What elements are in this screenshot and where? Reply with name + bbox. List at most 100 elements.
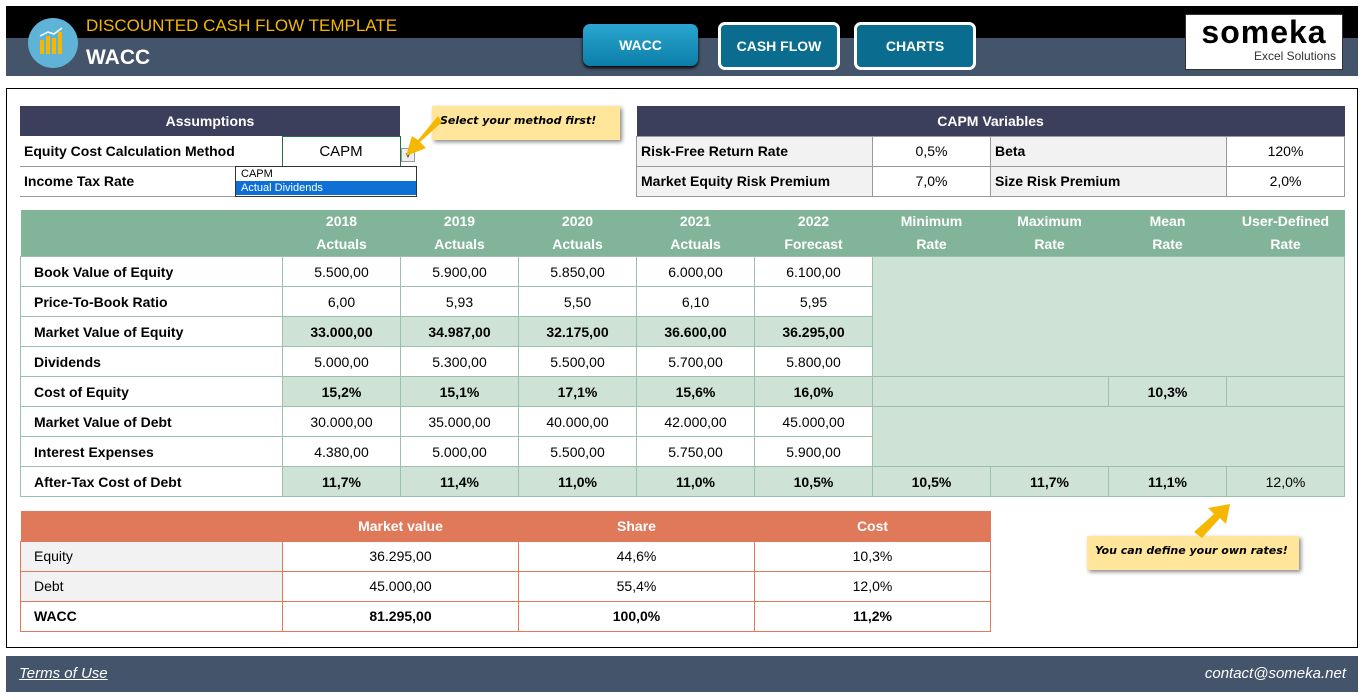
brand-name: someka xyxy=(1201,14,1327,50)
method-dropdown-list: CAPM Actual Dividends xyxy=(235,166,417,197)
contact-email[interactable]: contact@someka.net xyxy=(1204,665,1346,682)
value-cell[interactable]: 11,0% xyxy=(636,466,755,497)
wacc-row-label: WACC xyxy=(20,600,283,632)
value-cell[interactable]: 35.000,00 xyxy=(400,406,519,437)
value-cell[interactable]: 5.800,00 xyxy=(754,346,873,377)
assumptions-title: Assumptions xyxy=(20,106,400,136)
value-cell[interactable]: 5.700,00 xyxy=(636,346,755,377)
nav-wacc-button[interactable]: WACC xyxy=(583,24,698,66)
value-cell[interactable]: 17,1% xyxy=(518,376,637,407)
value-cell[interactable]: 6.100,00 xyxy=(754,256,873,287)
user-rate-input[interactable] xyxy=(1226,376,1345,407)
value-cell[interactable]: 6,10 xyxy=(636,286,755,317)
value-cell[interactable]: 5.850,00 xyxy=(518,256,637,287)
wacc-row: Debt 45.000,00 55,4% 12,0% xyxy=(20,570,991,602)
table-row: Market Value of Debt 30.000,00 35.000,00 40… xyxy=(20,406,1345,467)
value-cell[interactable]: 34.987,00 xyxy=(400,316,519,347)
value-cell[interactable]: 5,95 xyxy=(754,286,873,317)
row-label: After-Tax Cost of Debt xyxy=(20,466,283,497)
dropdown-option-actual-dividends[interactable]: Actual Dividends xyxy=(236,181,416,195)
column-header-line1: 2020 xyxy=(561,213,594,229)
value-cell[interactable]: 6,00 xyxy=(282,286,401,317)
value-cell[interactable]: 40.000,00 xyxy=(518,406,637,437)
wacc-value-cell: 55,4% xyxy=(518,570,755,602)
note-arrow-icon xyxy=(406,116,442,156)
column-header: 2019 Actuals xyxy=(400,210,519,257)
nav-cash-flow-button[interactable]: CASH FLOW xyxy=(718,22,840,70)
column-header-line1: Mean xyxy=(1149,213,1186,229)
corner-header xyxy=(20,210,283,257)
capm-table: CAPM Variables Risk-Free Return Rate 0,5%… xyxy=(636,106,1346,197)
value-cell[interactable]: 30.000,00 xyxy=(282,406,401,437)
table-row: Market Value of Equity 33.000,00 34.987,00… xyxy=(20,316,1345,347)
value-cell[interactable]: 11,0% xyxy=(518,466,637,497)
value-cell[interactable]: 5.900,00 xyxy=(400,256,519,287)
row-label: Market Value of Equity xyxy=(20,316,283,347)
note-arrow-icon xyxy=(1194,504,1230,538)
terms-of-use-link[interactable]: Terms of Use xyxy=(19,665,108,682)
value-cell[interactable]: 5.900,00 xyxy=(754,436,873,467)
wacc-value-cell: 10,3% xyxy=(754,540,991,572)
value-cell[interactable]: 5.000,00 xyxy=(400,436,519,467)
column-header-line2: Rate xyxy=(916,236,947,252)
value-cell[interactable]: 10,5% xyxy=(754,466,873,497)
nav-charts-button[interactable]: CHARTS xyxy=(854,22,976,70)
mean-rate-cell: 11,1% xyxy=(1108,466,1227,497)
column-header-line2: Rate xyxy=(1152,236,1183,252)
wacc-value-cell: 100,0% xyxy=(518,600,755,632)
value-cell[interactable]: 15,1% xyxy=(400,376,519,407)
column-header-line2: Actuals xyxy=(670,236,721,252)
value-cell[interactable]: 5.500,00 xyxy=(282,256,401,287)
value-cell[interactable]: 5,50 xyxy=(518,286,637,317)
row-label: Book Value of Equity xyxy=(20,256,283,287)
value-cell[interactable]: 45.000,00 xyxy=(754,406,873,437)
value-cell[interactable]: 5,93 xyxy=(400,286,519,317)
column-header-line1: Maximum xyxy=(1017,213,1082,229)
value-cell[interactable]: 15,6% xyxy=(636,376,755,407)
value-cell[interactable]: 5.500,00 xyxy=(518,346,637,377)
value-cell[interactable]: 33.000,00 xyxy=(282,316,401,347)
size-premium-value[interactable]: 2,0% xyxy=(1225,165,1346,197)
column-header-line2: Actuals xyxy=(316,236,367,252)
wacc-row-label: Equity xyxy=(20,540,283,572)
market-premium-value[interactable]: 7,0% xyxy=(872,165,991,197)
value-cell[interactable]: 11,4% xyxy=(400,466,519,497)
value-cell[interactable]: 6.000,00 xyxy=(636,256,755,287)
user-rate-input[interactable]: 12,0% xyxy=(1226,466,1345,497)
wacc-value-cell: 11,2% xyxy=(754,600,991,632)
table-row: Cost of Equity 15,2% 15,1% 17,1% 15,6% 16,0% 1… xyxy=(20,376,1345,407)
wacc-value-cell: 81.295,00 xyxy=(282,600,519,632)
value-cell[interactable]: 32.175,00 xyxy=(518,316,637,347)
value-cell[interactable]: 36.600,00 xyxy=(636,316,755,347)
value-cell[interactable]: 5.300,00 xyxy=(400,346,519,377)
value-cell[interactable]: 15,2% xyxy=(282,376,401,407)
column-header: 2021 Actuals xyxy=(636,210,755,257)
wacc-row: WACC 81.295,00 100,0% 11,2% xyxy=(20,600,991,632)
value-cell[interactable]: 16,0% xyxy=(754,376,873,407)
max-rate-cell: 11,7% xyxy=(990,466,1109,497)
someka-logo[interactable]: someka Excel Solutions xyxy=(1185,14,1343,70)
mean-rate-cell: 10,3% xyxy=(1108,376,1227,407)
value-cell[interactable]: 5.000,00 xyxy=(282,346,401,377)
risk-free-value[interactable]: 0,5% xyxy=(872,135,991,167)
column-header: 2020 Actuals xyxy=(518,210,637,257)
beta-value[interactable]: 120% xyxy=(1225,135,1346,167)
size-premium-label: Size Risk Premium xyxy=(990,165,1227,197)
capm-title: CAPM Variables xyxy=(636,106,1345,136)
method-note: Select your method first! xyxy=(432,106,620,140)
value-cell[interactable]: 36.295,00 xyxy=(754,316,873,347)
column-header-line1: 2021 xyxy=(679,213,712,229)
dropdown-option-capm[interactable]: CAPM xyxy=(241,168,273,180)
value-cell[interactable]: 42.000,00 xyxy=(636,406,755,437)
table-row: Interest Expenses 4.380,00 5.000,00 5.500,0… xyxy=(20,436,1345,467)
value-cell[interactable]: 5.500,00 xyxy=(518,436,637,467)
row-label: Interest Expenses xyxy=(20,436,283,467)
value-cell[interactable]: 4.380,00 xyxy=(282,436,401,467)
value-cell[interactable]: 5.750,00 xyxy=(636,436,755,467)
column-header-line1: 2022 xyxy=(797,213,830,229)
method-select-cell[interactable]: CAPM xyxy=(281,135,401,167)
row-label: Price-To-Book Ratio xyxy=(20,286,283,317)
column-header-line1: 2018 xyxy=(325,213,358,229)
value-cell[interactable]: 11,7% xyxy=(282,466,401,497)
sheet-area xyxy=(6,88,1358,648)
